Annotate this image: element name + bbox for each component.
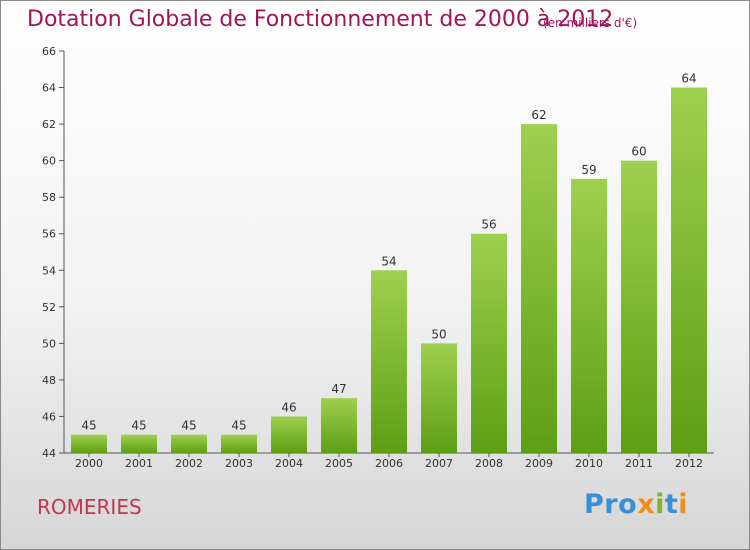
bar-value-label: 45 bbox=[181, 419, 196, 433]
x-tick-label: 2010 bbox=[575, 457, 603, 470]
bar bbox=[321, 398, 357, 453]
x-tick-label: 2007 bbox=[425, 457, 453, 470]
y-tick-label: 58 bbox=[42, 191, 56, 204]
bar-value-label: 64 bbox=[681, 72, 696, 86]
bar bbox=[121, 434, 157, 453]
bar bbox=[271, 416, 307, 453]
x-tick-label: 2012 bbox=[675, 457, 703, 470]
x-tick-label: 2009 bbox=[525, 457, 553, 470]
bar bbox=[71, 434, 107, 453]
bar bbox=[221, 434, 257, 453]
bar bbox=[171, 434, 207, 453]
bar bbox=[521, 124, 557, 453]
y-tick-label: 52 bbox=[42, 301, 56, 314]
commune-name: ROMERIES bbox=[37, 495, 142, 519]
x-tick-label: 2003 bbox=[225, 457, 253, 470]
bar-value-label: 62 bbox=[531, 108, 546, 122]
proxiti-logo: Proxiti bbox=[584, 489, 689, 520]
y-tick-label: 50 bbox=[42, 337, 56, 350]
x-tick-label: 2008 bbox=[475, 457, 503, 470]
bar-value-label: 47 bbox=[331, 382, 346, 396]
x-tick-label: 2001 bbox=[125, 457, 153, 470]
y-tick-label: 66 bbox=[42, 45, 56, 58]
chart-unit: (en milliers d'€) bbox=[543, 16, 638, 30]
bar bbox=[671, 87, 707, 453]
x-tick-label: 2002 bbox=[175, 457, 203, 470]
y-tick-label: 48 bbox=[42, 374, 56, 387]
bar-value-label: 56 bbox=[481, 218, 496, 232]
bar bbox=[621, 160, 657, 454]
bar bbox=[571, 178, 607, 453]
bar-value-label: 46 bbox=[281, 400, 296, 414]
bar bbox=[421, 343, 457, 453]
y-tick-label: 56 bbox=[42, 228, 56, 241]
bars: 45 45 45 45 46 47 54 50 56 62 59 60 64 bbox=[71, 72, 707, 454]
bar bbox=[471, 233, 507, 453]
y-tick-label: 46 bbox=[42, 410, 56, 423]
bar bbox=[371, 270, 407, 453]
axes: 44 46 48 50 52 54 56 58 60 62 64 66 2000 2001 2002 2003… bbox=[42, 45, 714, 470]
bar-value-label: 59 bbox=[581, 163, 596, 177]
bar-value-label: 45 bbox=[131, 419, 146, 433]
x-tick-label: 2011 bbox=[625, 457, 653, 470]
y-tick-label: 64 bbox=[42, 82, 56, 95]
y-tick-label: 54 bbox=[42, 264, 56, 277]
y-tick-label: 60 bbox=[42, 155, 56, 168]
bar-value-label: 54 bbox=[381, 254, 396, 268]
x-tick-label: 2006 bbox=[375, 457, 403, 470]
bar-value-label: 45 bbox=[231, 419, 246, 433]
x-tick-label: 2000 bbox=[75, 457, 103, 470]
bar-value-label: 45 bbox=[81, 419, 96, 433]
bar-value-label: 60 bbox=[631, 145, 646, 159]
bar-value-label: 50 bbox=[431, 327, 446, 341]
y-tick-label: 62 bbox=[42, 118, 56, 131]
x-tick-label: 2005 bbox=[325, 457, 353, 470]
chart-title: Dotation Globale de Fonctionnement de 20… bbox=[27, 7, 614, 32]
y-tick-label: 44 bbox=[42, 447, 56, 460]
x-tick-label: 2004 bbox=[275, 457, 303, 470]
